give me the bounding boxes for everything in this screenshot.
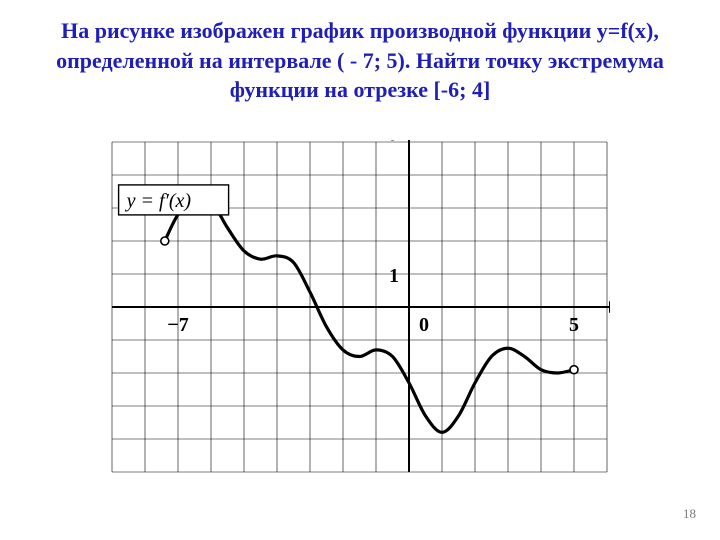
axis-label-one: 1 [389,265,399,287]
open-endpoint-1 [570,366,578,374]
axis-label-neg7: −7 [167,314,188,336]
page-number: 18 [683,506,696,522]
open-endpoint-0 [161,237,169,245]
problem-title-block: На рисунке изображен график производной … [0,0,720,105]
axis-label-origin: 0 [419,314,429,336]
chart-container: yx01−75y = f′(x) [110,140,610,495]
curve-label-text: y = f′(x) [125,190,192,212]
problem-title: На рисунке изображен график производной … [30,16,690,105]
page-root: На рисунке изображен график производной … [0,0,720,540]
derivative-chart: yx01−75y = f′(x) [110,140,610,495]
axis-label-5: 5 [569,314,579,336]
